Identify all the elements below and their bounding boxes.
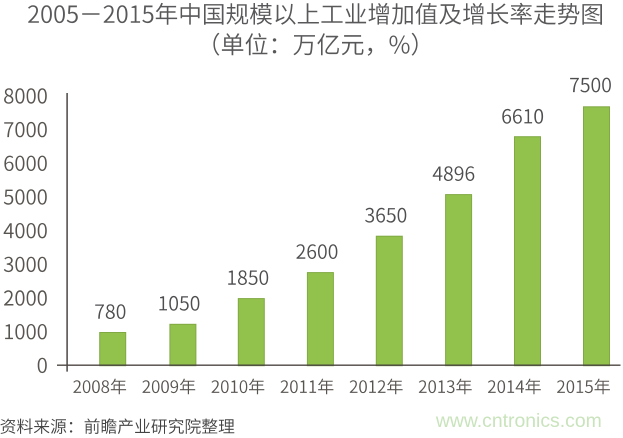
svg-text:www.cntronics.com: www.cntronics.com bbox=[435, 410, 602, 432]
